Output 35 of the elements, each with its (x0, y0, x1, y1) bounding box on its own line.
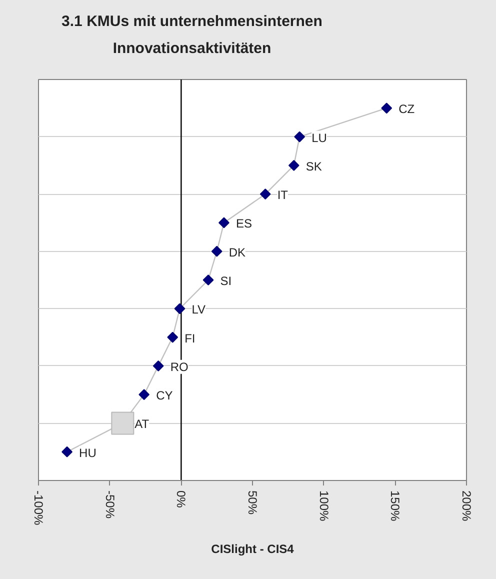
x-tick-label: 150% (388, 490, 402, 522)
y-tick-label: HU (79, 446, 96, 460)
y-tick-label: CY (156, 388, 173, 403)
point (260, 188, 271, 200)
point (218, 217, 230, 228)
point (211, 246, 222, 257)
x-tick-label: -100% (32, 490, 46, 526)
x-axis-title: CISlight - CIS4 (211, 542, 294, 556)
y-tick-label: SI (220, 274, 232, 288)
y-tick-label: LV (192, 302, 206, 317)
point (381, 102, 392, 114)
x-tick-label: 100% (316, 490, 331, 522)
point (167, 332, 178, 343)
y-tick-label: LU (312, 130, 327, 145)
point (202, 274, 214, 286)
y-tick-label: AT (134, 417, 150, 432)
point (152, 360, 164, 372)
y-tick-label: ES (236, 216, 252, 231)
x-tick-label: -50% (102, 490, 117, 519)
y-tick-label: CZ (398, 102, 415, 116)
x-tick-label: 50% (246, 490, 260, 515)
y-tick-label: SK (306, 159, 322, 174)
point (111, 412, 134, 435)
y-tick-label: FI (184, 331, 196, 346)
x-tick-label: 200% (460, 490, 474, 522)
point (174, 303, 186, 314)
point (288, 160, 300, 171)
point (62, 446, 72, 458)
point (294, 131, 306, 142)
chart-title: 3.1 KMUs mit unternehmensinternen Innovationsaktivitäten (60, 12, 324, 59)
y-tick-label: IT (277, 188, 289, 202)
y-tick-label: DK (228, 245, 246, 260)
point (138, 389, 150, 400)
y-tick-label: RO (170, 360, 188, 374)
x-tick-label: 0% (174, 490, 188, 508)
